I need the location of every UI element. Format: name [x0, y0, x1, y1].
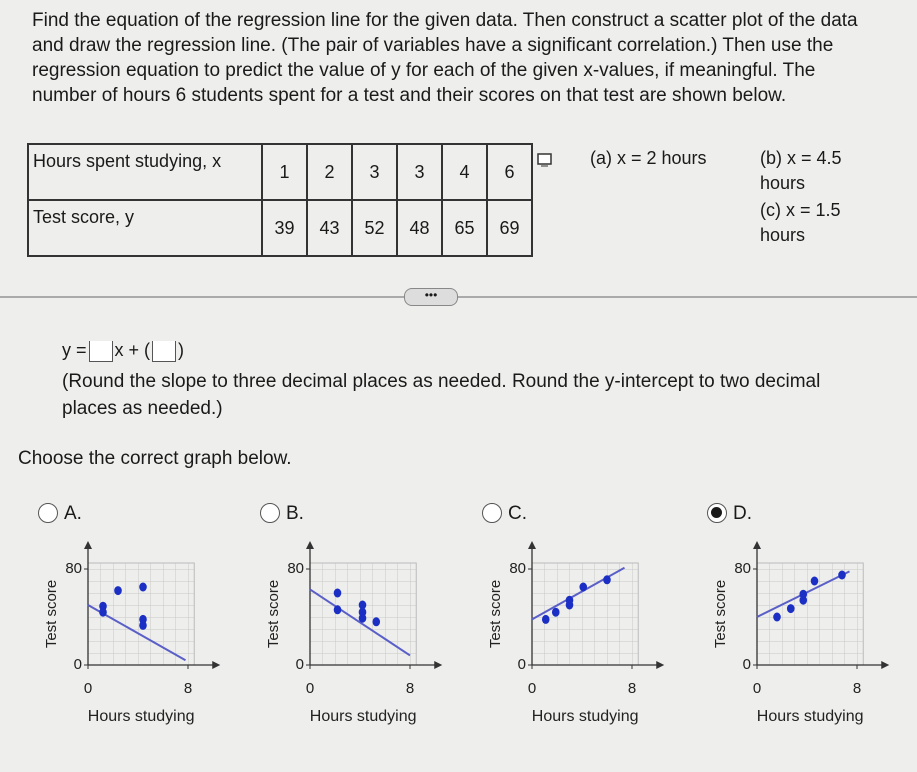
- scatter-graph: 0 80 0 8 Hours studying Test score: [712, 541, 890, 725]
- x-tick-label: 0: [753, 680, 761, 697]
- table-cell: 3: [351, 143, 398, 201]
- table-cell: 65: [441, 199, 488, 257]
- x-axis-label: Hours studying: [310, 708, 417, 725]
- data-point: [114, 586, 122, 596]
- scatter-graph: 0 80 0 8 Hours studying Test score: [265, 541, 443, 725]
- data-point: [372, 617, 381, 627]
- y-arrow: [753, 541, 761, 549]
- table-cell: 2: [306, 143, 353, 201]
- table-cell: 4: [441, 143, 488, 201]
- y-axis-label: Test score: [265, 580, 282, 648]
- x-tick-label: 8: [406, 680, 414, 697]
- rounding-note: (Round the slope to three decimal places…: [62, 371, 821, 419]
- option-label: C.: [508, 503, 527, 524]
- scatter-graph: 0 80 0 8 Hours studying Test score: [43, 541, 221, 725]
- slope-input[interactable]: [88, 340, 113, 362]
- table-row: Test score, y 39 43 52 48 65 69: [27, 199, 533, 257]
- x-axis-label: Hours studying: [88, 708, 195, 725]
- expand-button[interactable]: •••: [404, 288, 458, 306]
- data-point: [99, 601, 107, 611]
- table-cell: 6: [486, 143, 533, 201]
- table-cell: 48: [396, 199, 443, 257]
- data-point: [603, 575, 611, 585]
- intercept-input[interactable]: [152, 340, 177, 362]
- plot-grid: [756, 562, 864, 666]
- data-point: [810, 576, 819, 586]
- x-arrow: [881, 661, 890, 669]
- data-point: [139, 582, 147, 592]
- radio-button[interactable]: [38, 503, 58, 523]
- data-point: [541, 614, 550, 624]
- data-point: [579, 582, 588, 592]
- data-point: [565, 595, 574, 605]
- x-tick-label: 8: [628, 680, 636, 697]
- y-arrow: [306, 541, 314, 549]
- question: Find the equation of the regression line…: [32, 10, 858, 106]
- y-arrow: [84, 541, 92, 549]
- x-tick-label: 0: [306, 680, 314, 697]
- table-cell: Hours spent studying, x: [27, 143, 263, 201]
- prompt: Choose the correct graph below.: [18, 448, 292, 469]
- data-point: [799, 589, 808, 599]
- x-tick-label: 8: [184, 680, 192, 697]
- table-cell: 52: [351, 199, 398, 257]
- option-label: B.: [286, 503, 304, 524]
- y-arrow: [528, 541, 536, 549]
- part-b: (b) x = 4.5 hours: [760, 148, 842, 193]
- x-arrow: [212, 661, 221, 669]
- y-tick-label: 0: [74, 656, 82, 673]
- table-cell: 1: [261, 143, 308, 201]
- y-tick-label: 0: [743, 656, 751, 673]
- data-point: [358, 600, 367, 610]
- x-arrow: [656, 661, 665, 669]
- radio-button[interactable]: [482, 503, 502, 523]
- data-point: [333, 605, 342, 615]
- equation-mid: x +: [114, 340, 140, 360]
- table-cell: 43: [306, 199, 353, 257]
- x-axis-label: Hours studying: [757, 708, 864, 725]
- part-a: (a) x = 2 hours: [590, 148, 707, 168]
- part-c: (c) x = 1.5 hours: [760, 200, 841, 245]
- plot-grid: [531, 562, 639, 666]
- regression-line: [309, 588, 411, 657]
- table-cell: 39: [261, 199, 308, 257]
- y-tick-label: 80: [734, 560, 751, 577]
- y-tick-label: 0: [296, 656, 304, 673]
- x-tick-label: 0: [528, 680, 536, 697]
- equation-lhs: y =: [62, 340, 87, 360]
- x-arrow: [434, 661, 443, 669]
- y-tick-label: 80: [65, 560, 82, 577]
- table-cell: 69: [486, 199, 533, 257]
- data-point: [773, 612, 781, 622]
- table-cell: Test score, y: [27, 199, 263, 257]
- data-point: [838, 570, 846, 580]
- data-point: [333, 588, 342, 598]
- table-cell: 3: [396, 143, 443, 201]
- y-tick-label: 80: [287, 560, 304, 577]
- data-table: Hours spent studying, x 1 2 3 3 4 6 Test score,…: [27, 143, 533, 257]
- radio-button[interactable]: [260, 503, 280, 523]
- equation: y = x + (): [62, 340, 185, 362]
- data-point: [358, 613, 367, 623]
- copy-icon[interactable]: [537, 153, 553, 167]
- y-axis-label: Test score: [487, 580, 504, 648]
- data-point: [139, 620, 147, 630]
- scatter-graph: 0 80 0 8 Hours studying Test score: [487, 541, 665, 725]
- radio-button[interactable]: [707, 503, 727, 523]
- data-point: [551, 607, 560, 617]
- y-axis-label: Test score: [712, 580, 729, 648]
- x-tick-label: 0: [84, 680, 92, 697]
- y-tick-label: 0: [518, 656, 526, 673]
- option-label: D.: [733, 503, 752, 524]
- x-axis-label: Hours studying: [532, 708, 639, 725]
- x-tick-label: 8: [853, 680, 861, 697]
- option-label: A.: [64, 503, 82, 524]
- data-point: [786, 604, 795, 614]
- separator: [0, 296, 917, 298]
- y-axis-label: Test score: [43, 580, 60, 648]
- y-tick-label: 80: [509, 560, 526, 577]
